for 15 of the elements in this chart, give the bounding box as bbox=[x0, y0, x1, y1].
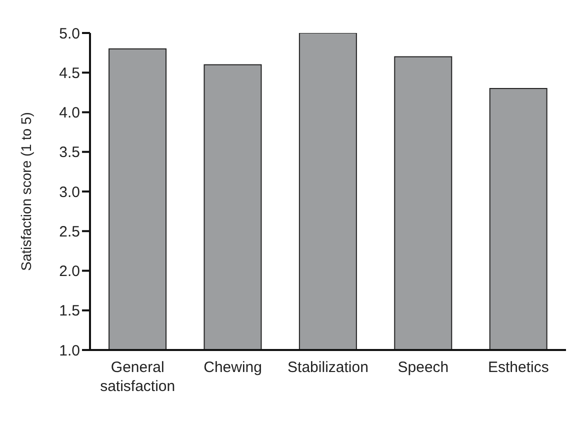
x-tick-label: Chewing bbox=[204, 359, 262, 376]
y-tick-label: 1.0 bbox=[59, 342, 80, 360]
x-tick-label: Speech bbox=[398, 359, 449, 376]
y-tick-label: 4.5 bbox=[59, 64, 80, 82]
y-tick-label: 2.5 bbox=[59, 223, 80, 240]
y-tick-label: 1.5 bbox=[59, 302, 80, 320]
y-tick-label: 3.5 bbox=[59, 144, 80, 162]
y-tick-label: 5.0 bbox=[59, 25, 80, 42]
y-tick-label: 2.0 bbox=[59, 263, 80, 280]
x-tick-label: Esthetics bbox=[488, 359, 549, 376]
y-axis-title: Satisfaction score (1 to 5) bbox=[18, 112, 34, 271]
x-tick-label: Stabilization bbox=[288, 359, 368, 376]
y-tick-label: 4.0 bbox=[59, 104, 80, 122]
y-tick-label: 3.0 bbox=[59, 184, 80, 201]
x-tick-label: General satisfaction bbox=[100, 359, 176, 395]
